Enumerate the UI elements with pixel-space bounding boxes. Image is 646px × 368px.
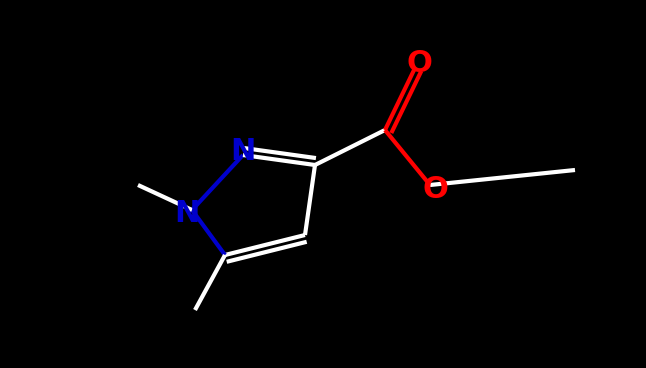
Text: O: O: [422, 176, 448, 205]
Text: N: N: [174, 198, 200, 227]
Text: O: O: [406, 50, 432, 78]
Text: N: N: [231, 138, 256, 166]
